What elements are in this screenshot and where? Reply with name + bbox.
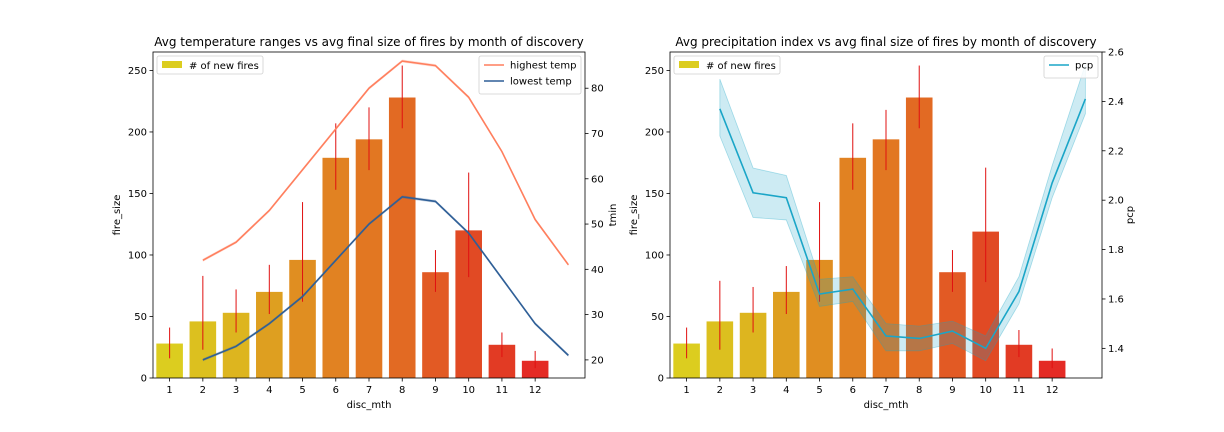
legend-bars: # of new fires: [674, 56, 780, 74]
x-tick-label-6: 6: [850, 385, 856, 396]
y-tick-label-0: 0: [658, 374, 664, 385]
x-tick-label-5: 5: [299, 385, 305, 396]
legend-swatch-bars: [162, 61, 182, 68]
legend-label-highest-temp: highest temp: [510, 61, 576, 72]
x-tick-label-4: 4: [266, 385, 272, 396]
y-axis-label: fire_size: [629, 195, 640, 236]
chart-title: Avg temperature ranges vs avg final size…: [154, 35, 583, 49]
x-tick-label-3: 3: [233, 385, 239, 396]
x-tick-label-12: 12: [529, 385, 542, 396]
y-tick-label-250: 250: [128, 66, 147, 77]
x-tick-label-5: 5: [816, 385, 822, 396]
y-right-axis-label: tmin: [608, 204, 619, 227]
bar-8: [389, 98, 416, 378]
x-tick-label-9: 9: [949, 385, 955, 396]
x-tick-label-1: 1: [683, 385, 689, 396]
y-right-tick-label-50: 50: [591, 220, 604, 231]
x-tick-label-11: 11: [496, 385, 509, 396]
x-tick-label-7: 7: [366, 385, 372, 396]
y-tick-label-0: 0: [141, 374, 147, 385]
x-tick-label-10: 10: [979, 385, 992, 396]
y-tick-label-200: 200: [645, 127, 664, 138]
legend-bars: # of new fires: [157, 56, 263, 74]
y-right-tick-label-1.4: 1.4: [1108, 344, 1124, 355]
x-tick-label-8: 8: [916, 385, 922, 396]
legend-label-bars: # of new fires: [706, 61, 776, 72]
x-tick-label-11: 11: [1013, 385, 1026, 396]
x-tick-label-2: 2: [200, 385, 206, 396]
y-tick-label-100: 100: [128, 250, 147, 261]
x-axis-label: disc_mth: [864, 400, 909, 411]
y-right-tick-label-40: 40: [591, 265, 604, 276]
y-right-tick-label-2.0: 2.0: [1108, 196, 1124, 207]
legend-label-pcp: pcp: [1075, 61, 1093, 72]
y-right-tick-label-20: 20: [591, 355, 604, 366]
y-right-tick-label-80: 80: [591, 84, 604, 95]
bar-7: [356, 139, 383, 378]
y-right-axis-label: pcp: [1125, 206, 1136, 224]
chart-title: Avg precipitation index vs avg final siz…: [675, 35, 1096, 49]
x-axis-label: disc_mth: [347, 400, 392, 411]
y-right-tick-label-2.2: 2.2: [1108, 146, 1124, 157]
legend-lines: pcp: [1044, 56, 1098, 78]
y-right-tick-label-1.8: 1.8: [1108, 245, 1124, 256]
y-tick-label-50: 50: [134, 312, 147, 323]
legend-lines: highest temp lowest temp: [479, 56, 581, 94]
y-right-tick-label-2.4: 2.4: [1108, 97, 1124, 108]
y-right-tick-label-1.6: 1.6: [1108, 294, 1124, 305]
chart-panel-1: 1 2 3 4 5 6 7 8 9 10 11 120501001502002502030405060…: [112, 35, 619, 411]
x-tick-label-8: 8: [399, 385, 405, 396]
chart-panel-2: 1 2 3 4 5 6 7 8 9 10 11 120501001502002501.41.61.82…: [629, 35, 1136, 411]
y-tick-label-250: 250: [645, 66, 664, 77]
x-tick-label-4: 4: [783, 385, 789, 396]
bar-6: [322, 158, 349, 378]
legend-label-lowest-temp: lowest temp: [510, 77, 572, 88]
x-tick-label-10: 10: [462, 385, 475, 396]
y-tick-label-150: 150: [645, 189, 664, 200]
y-right-tick-label-60: 60: [591, 174, 604, 185]
x-tick-label-7: 7: [883, 385, 889, 396]
legend-swatch-bars: [679, 61, 699, 68]
bar-6: [839, 158, 866, 378]
x-tick-label-1: 1: [166, 385, 172, 396]
y-tick-label-200: 200: [128, 127, 147, 138]
y-tick-label-150: 150: [128, 189, 147, 200]
y-right-tick-label-2.6: 2.6: [1108, 48, 1124, 59]
x-tick-label-9: 9: [432, 385, 438, 396]
legend-label-bars: # of new fires: [189, 61, 259, 72]
x-tick-label-12: 12: [1046, 385, 1059, 396]
y-right-tick-label-70: 70: [591, 129, 604, 140]
x-tick-label-6: 6: [333, 385, 339, 396]
x-tick-label-2: 2: [717, 385, 723, 396]
y-tick-label-100: 100: [645, 250, 664, 261]
y-right-tick-label-30: 30: [591, 310, 604, 321]
y-axis-label: fire_size: [112, 195, 123, 236]
x-tick-label-3: 3: [750, 385, 756, 396]
y-tick-label-50: 50: [651, 312, 664, 323]
